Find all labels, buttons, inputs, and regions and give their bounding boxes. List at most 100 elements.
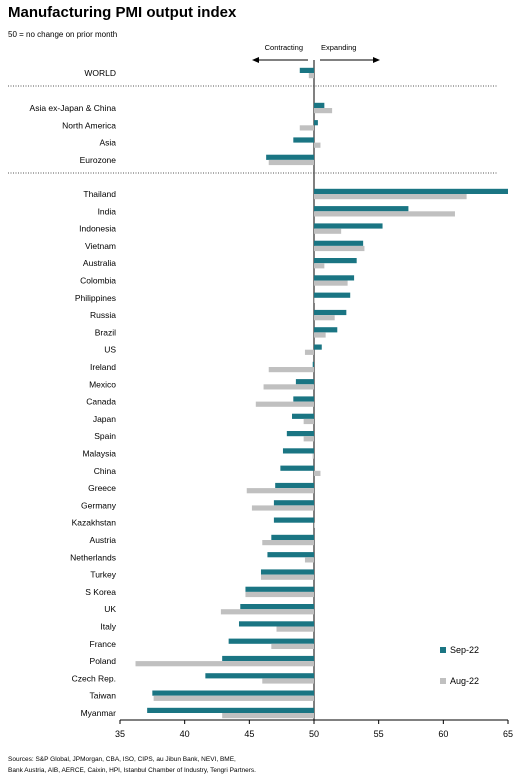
bar-sep-22 bbox=[314, 275, 355, 281]
category-label: Australia bbox=[83, 258, 116, 268]
bar-sep-22 bbox=[152, 690, 314, 696]
bar-aug-22 bbox=[314, 332, 326, 338]
bar-aug-22 bbox=[262, 540, 314, 546]
category-label: Mexico bbox=[89, 379, 116, 389]
category-label: WORLD bbox=[84, 68, 116, 78]
category-label: Spain bbox=[94, 431, 116, 441]
category-label: Canada bbox=[86, 397, 116, 407]
bar-sep-22 bbox=[280, 465, 314, 471]
bar-sep-22 bbox=[295, 379, 314, 385]
category-label: Asia ex-Japan & China bbox=[30, 103, 117, 113]
bar-sep-22 bbox=[314, 102, 325, 108]
x-tick-label: 65 bbox=[503, 729, 513, 739]
bar-sep-22 bbox=[271, 534, 314, 540]
bar-sep-22 bbox=[286, 431, 314, 437]
category-label: Italy bbox=[100, 622, 116, 632]
bar-aug-22 bbox=[314, 280, 348, 286]
bar-aug-22 bbox=[260, 574, 314, 580]
bar-sep-22 bbox=[245, 586, 314, 592]
bar-sep-22 bbox=[314, 327, 338, 333]
bar-aug-22 bbox=[314, 522, 315, 528]
category-label: Eurozone bbox=[80, 155, 117, 165]
bar-aug-22 bbox=[314, 211, 455, 217]
x-tick-label: 40 bbox=[180, 729, 190, 739]
bar-aug-22 bbox=[263, 384, 314, 390]
bar-aug-22 bbox=[314, 315, 335, 321]
legend-label: Sep-22 bbox=[450, 645, 479, 655]
bar-aug-22 bbox=[271, 643, 314, 649]
bar-sep-22 bbox=[266, 154, 314, 160]
bar-aug-22 bbox=[314, 142, 321, 148]
bar-aug-22 bbox=[268, 367, 314, 373]
bar-sep-22 bbox=[222, 655, 314, 662]
legend-swatch bbox=[440, 678, 446, 684]
bar-sep-22 bbox=[292, 413, 314, 419]
bar-aug-22 bbox=[246, 488, 314, 494]
bar-aug-22 bbox=[308, 73, 314, 79]
bar-sep-22 bbox=[314, 258, 357, 264]
bar-sep-22 bbox=[299, 67, 314, 73]
bar-aug-22 bbox=[314, 470, 321, 476]
bar-sep-22 bbox=[273, 500, 314, 506]
bar-sep-22 bbox=[293, 396, 314, 402]
category-label: Kazakhstan bbox=[72, 518, 117, 528]
category-label: Vietnam bbox=[85, 241, 116, 251]
bar-sep-22 bbox=[314, 292, 351, 298]
bar-sep-22 bbox=[293, 137, 314, 143]
bar-sep-22 bbox=[240, 604, 314, 610]
legend-swatch bbox=[440, 647, 446, 653]
bar-sep-22 bbox=[314, 344, 322, 350]
category-label: Russia bbox=[90, 310, 116, 320]
x-tick-label: 50 bbox=[309, 729, 319, 739]
x-tick-label: 35 bbox=[115, 729, 125, 739]
category-label: China bbox=[94, 466, 116, 476]
x-tick-label: 60 bbox=[438, 729, 448, 739]
category-label: Colombia bbox=[80, 276, 116, 286]
bar-sep-22 bbox=[260, 569, 314, 575]
category-label: Malaysia bbox=[82, 449, 116, 459]
sources-line-1: Sources: S&P Global, JPMorgan, CBA, ISO,… bbox=[8, 756, 236, 763]
bar-aug-22 bbox=[314, 228, 342, 234]
sources-footnote: Sources: S&P Global, JPMorgan, CBA, ISO,… bbox=[8, 754, 513, 776]
bar-aug-22 bbox=[299, 125, 314, 131]
bar-sep-22 bbox=[314, 240, 364, 246]
bar-aug-22 bbox=[314, 108, 333, 114]
category-label: Asia bbox=[99, 138, 116, 148]
category-label: Philippines bbox=[75, 293, 116, 303]
category-label: Czech Rep. bbox=[72, 673, 116, 683]
bar-aug-22 bbox=[251, 505, 314, 511]
bar-aug-22 bbox=[222, 713, 314, 719]
bar-sep-22 bbox=[267, 552, 314, 558]
bar-aug-22 bbox=[276, 626, 314, 632]
bar-sep-22 bbox=[228, 638, 314, 644]
bar-aug-22 bbox=[153, 695, 314, 701]
bar-aug-22 bbox=[262, 678, 314, 684]
bar-sep-22 bbox=[314, 188, 508, 194]
expanding-annotation: Expanding bbox=[321, 43, 356, 52]
bar-sep-22 bbox=[238, 621, 314, 627]
contracting-annotation: Contracting bbox=[265, 43, 303, 52]
bar-aug-22 bbox=[304, 557, 314, 563]
sources-line-2: Bank Austria, AIB, AERCE, Caixin, HPI, I… bbox=[8, 767, 256, 774]
pmi-bar-chart: 35 40 45 50 55 60 65 Contracting Expanding WORLD A… bbox=[8, 43, 513, 739]
category-label: Ireland bbox=[90, 362, 116, 372]
bar-sep-22 bbox=[312, 361, 314, 367]
x-tick-label: 45 bbox=[244, 729, 254, 739]
category-label: Turkey bbox=[90, 570, 116, 580]
bar-sep-22 bbox=[273, 517, 314, 523]
category-label: Brazil bbox=[95, 327, 116, 337]
category-label: S Korea bbox=[85, 587, 116, 597]
bar-aug-22 bbox=[314, 194, 467, 200]
bar-aug-22 bbox=[255, 401, 314, 407]
category-label: UK bbox=[104, 604, 116, 614]
bar-sep-22 bbox=[314, 223, 383, 229]
bar-aug-22 bbox=[314, 263, 325, 269]
bar-aug-22 bbox=[312, 453, 314, 459]
chart-subtitle: 50 = no change on prior month bbox=[8, 30, 118, 39]
bar-aug-22 bbox=[304, 349, 314, 355]
x-tick-label: 55 bbox=[374, 729, 384, 739]
bar-sep-22 bbox=[282, 448, 314, 454]
bar-aug-22 bbox=[268, 159, 314, 166]
category-label: Myanmar bbox=[81, 708, 117, 718]
bar-sep-22 bbox=[147, 707, 314, 713]
